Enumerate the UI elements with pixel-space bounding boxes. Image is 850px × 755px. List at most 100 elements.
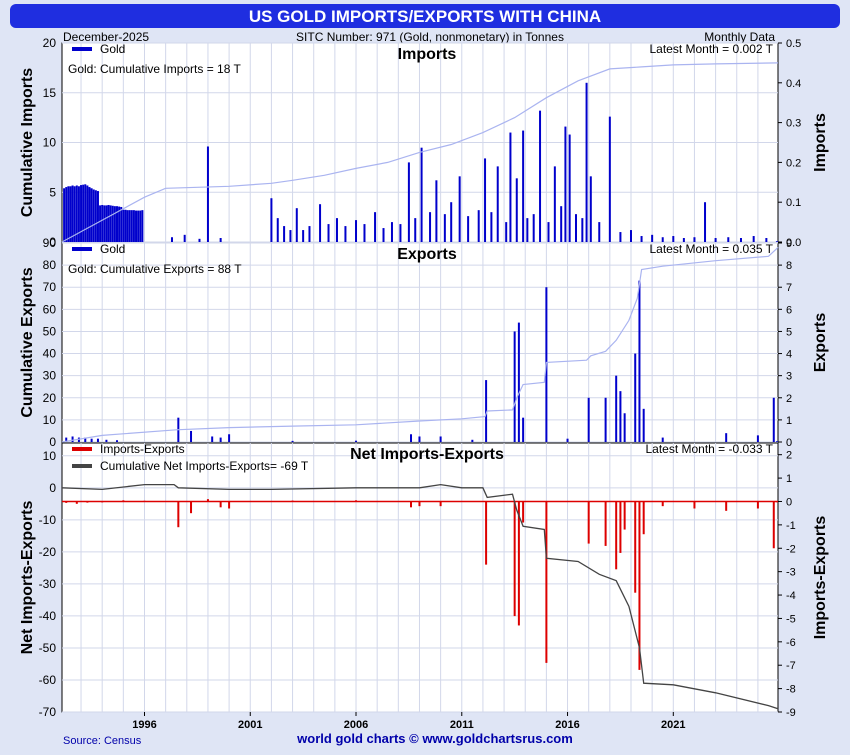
- data-bar: [382, 228, 385, 242]
- data-bar: [467, 216, 470, 242]
- credit-label: world gold charts © www.goldchartsrus.co…: [296, 731, 573, 746]
- data-bar: [211, 436, 214, 442]
- y-tick-label-right: -5: [786, 613, 796, 625]
- data-bar: [414, 218, 417, 242]
- latest-month-label: Latest Month = 0.035 T: [649, 242, 773, 256]
- y-tick-label-right: -8: [786, 684, 796, 696]
- data-bar: [638, 280, 641, 442]
- chart-title: US GOLD IMPORTS/EXPORTS WITH CHINA: [249, 7, 601, 26]
- data-bar: [439, 436, 442, 442]
- data-bar: [206, 499, 209, 502]
- data-bar: [289, 230, 292, 242]
- title-bar: [10, 4, 840, 28]
- data-bar: [103, 205, 106, 242]
- data-bar: [629, 230, 632, 242]
- data-bar: [471, 439, 474, 442]
- data-bar: [619, 391, 622, 442]
- data-bar: [517, 322, 520, 442]
- data-bar: [399, 224, 402, 242]
- data-bar: [490, 212, 493, 242]
- data-bar: [615, 501, 618, 570]
- data-bar: [517, 501, 520, 626]
- data-bar: [130, 210, 133, 242]
- cumulative-line: [61, 483, 779, 710]
- y-axis-title-right: Imports-Exports: [812, 516, 829, 640]
- data-bar: [634, 353, 637, 442]
- data-bar: [327, 224, 330, 242]
- data-bar: [598, 222, 601, 242]
- y-tick-label-left: 80: [43, 258, 57, 272]
- y-tick-label-left: 10: [43, 449, 57, 463]
- data-bar: [638, 501, 641, 670]
- plot-area: [61, 442, 779, 713]
- y-tick-label-left: 50: [43, 324, 57, 338]
- data-bar: [574, 214, 577, 242]
- y-tick-label-left: -30: [39, 577, 57, 591]
- data-bar: [283, 226, 286, 242]
- x-tick-label: 2016: [555, 719, 579, 731]
- data-bar: [65, 437, 68, 442]
- data-bar: [137, 210, 140, 242]
- x-tick-label: 1996: [132, 719, 156, 731]
- data-bar: [458, 176, 461, 242]
- data-bar: [319, 204, 322, 242]
- data-bar: [615, 375, 618, 442]
- data-bar: [604, 501, 607, 546]
- data-bar: [485, 501, 488, 565]
- data-bar: [642, 501, 645, 535]
- data-bar: [276, 218, 279, 242]
- latest-month-label: Latest Month = 0.002 T: [649, 42, 773, 56]
- data-bar: [206, 146, 209, 242]
- y-tick-label-left: 0: [49, 435, 56, 449]
- data-bar: [73, 186, 76, 242]
- data-bar: [109, 205, 112, 242]
- data-bar: [128, 210, 131, 242]
- data-bar: [69, 186, 72, 242]
- y-axis-title-left: Net Imports-Exports: [19, 501, 36, 655]
- data-bar: [94, 190, 97, 242]
- data-bar: [63, 188, 66, 242]
- y-tick-label-right: -9: [786, 707, 796, 719]
- data-bar: [608, 116, 611, 242]
- data-bar: [547, 222, 550, 242]
- data-bar: [477, 210, 480, 242]
- data-bar: [496, 166, 499, 242]
- data-bar: [135, 210, 138, 242]
- cumulative-line: [61, 62, 779, 243]
- y-axis-title-left: Cumulative Imports: [19, 68, 36, 217]
- y-tick-label-left: -40: [39, 609, 57, 623]
- cumulative-total-label: Gold: Cumulative Exports = 88 T: [68, 262, 242, 276]
- y-tick-label-right: 0.2: [786, 157, 801, 169]
- data-bar: [71, 185, 74, 242]
- x-tick-label: 2011: [450, 719, 474, 731]
- data-bar: [522, 417, 525, 442]
- y-tick-label-left: 10: [43, 413, 57, 427]
- data-bar: [111, 205, 114, 242]
- data-bar: [84, 437, 87, 442]
- data-bar: [177, 501, 180, 528]
- data-bar: [661, 501, 664, 507]
- panel-title: Exports: [397, 246, 457, 263]
- data-bar: [714, 238, 717, 242]
- data-bar: [86, 185, 89, 242]
- y-tick-label-left: -60: [39, 673, 57, 687]
- data-bar: [295, 208, 298, 242]
- data-bar: [539, 110, 542, 242]
- data-bar: [219, 501, 222, 508]
- data-bar: [363, 224, 366, 242]
- data-bar: [443, 214, 446, 242]
- data-bar: [772, 501, 775, 549]
- y-tick-label-left: 60: [43, 302, 57, 316]
- data-bar: [661, 237, 664, 242]
- y-tick-label-right: 0.1: [786, 197, 801, 209]
- data-bar: [418, 501, 421, 507]
- data-bar: [88, 187, 91, 242]
- data-bar: [77, 186, 80, 242]
- sitc-label: SITC Number: 971 (Gold, nonmonetary) in …: [296, 30, 564, 44]
- data-bar: [526, 218, 529, 242]
- frequency-label: Monthly Data: [704, 30, 775, 44]
- data-bar: [113, 206, 116, 242]
- data-bar: [270, 198, 273, 242]
- data-bar: [86, 501, 89, 503]
- data-bar: [75, 501, 78, 504]
